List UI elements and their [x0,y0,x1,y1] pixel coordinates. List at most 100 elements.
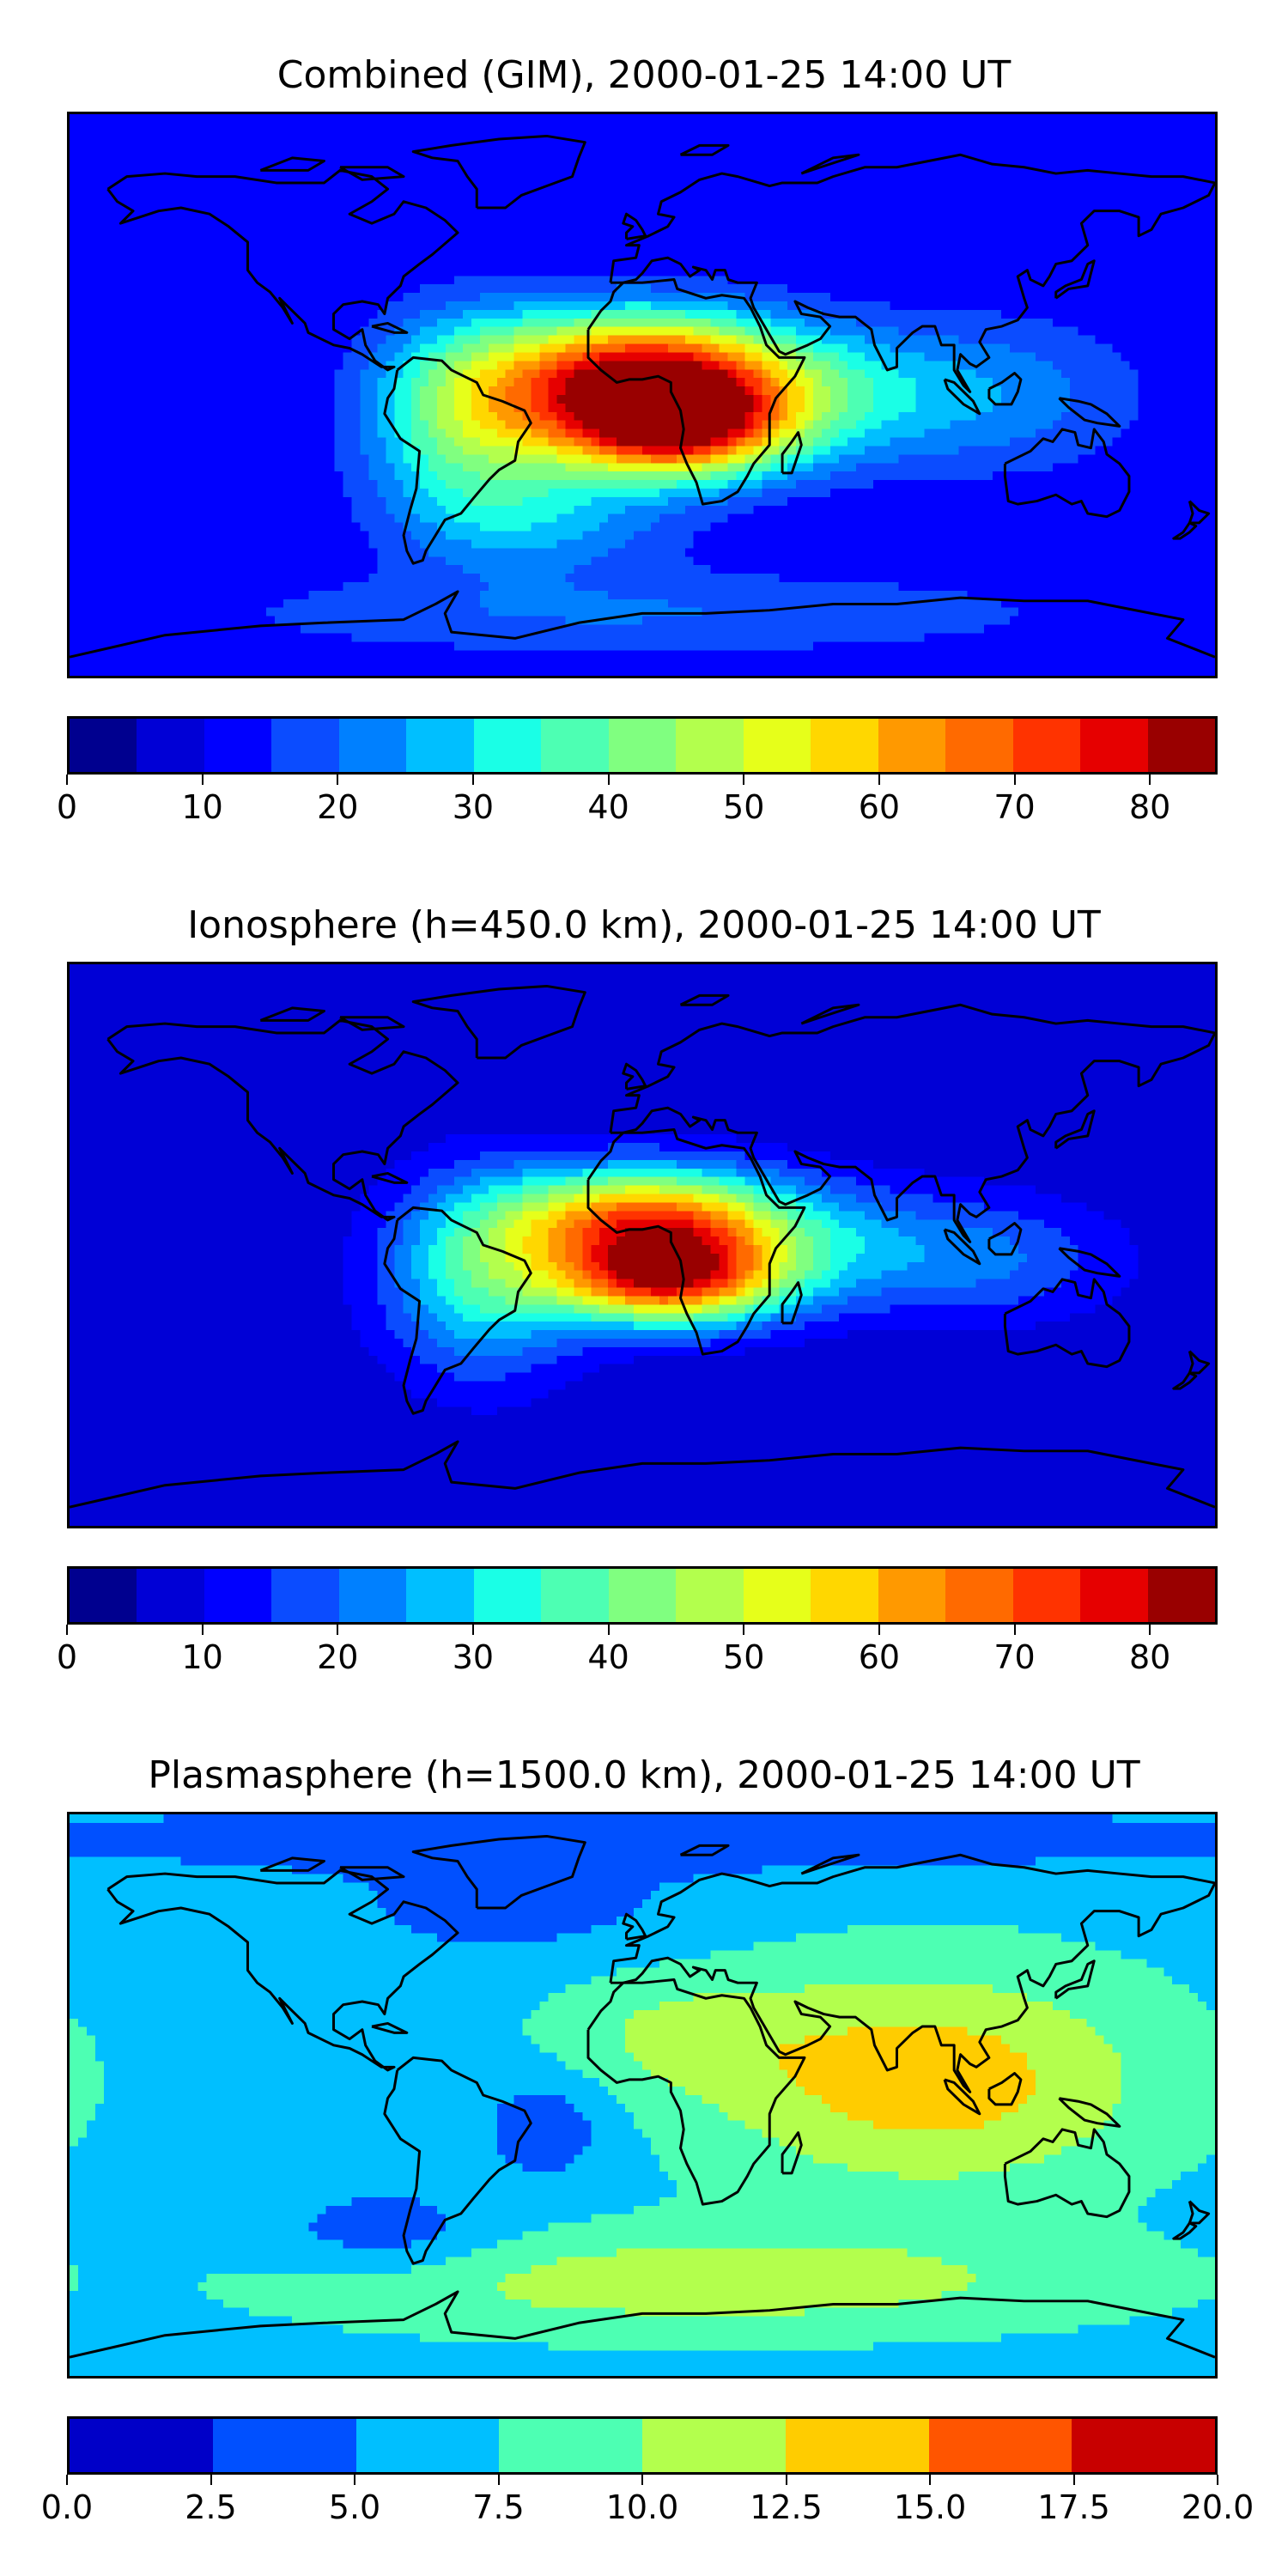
coastline [383,1206,532,1415]
world-map [67,1812,1218,2379]
coastline [987,1222,1023,1256]
coastline [383,2056,532,2265]
colorbar-tick-label: 20 [317,1638,358,1676]
coastline [371,1171,409,1184]
coastline [679,993,730,1006]
coastline [586,278,806,506]
colorbar-tick-label: 20 [317,788,358,826]
colorbar-segment [271,719,339,772]
coastline [781,1281,803,1325]
colorbar-tick-label: 2.5 [185,2488,236,2526]
colorbar-segment [70,2419,213,2472]
colorbar-tick-label: 70 [993,788,1035,826]
tec-map-svg [70,964,1215,1526]
colorbar-segment [676,719,744,772]
colorbar [67,2416,1218,2475]
colorbar-tick-label: 5.0 [329,2488,380,2526]
coastlines [70,1834,1215,2359]
colorbar-segment [1080,719,1148,772]
coastline [800,1003,860,1025]
colorbar-segment [70,1569,137,1622]
coastline [371,2021,409,2034]
colorbar-tick-label: 80 [1129,788,1170,826]
coastline [70,590,1215,659]
coastline [943,1228,981,1266]
tec-field [70,964,1215,1526]
colorbar-segment [473,1569,542,1622]
colorbar-segment [785,2419,929,2472]
coastline [339,1866,405,1881]
coastline [987,372,1023,406]
colorbar-segment [541,719,609,772]
coastline [411,1834,586,1910]
colorbar-segment [204,719,272,772]
coastline [1172,521,1198,540]
coastline [1003,2128,1131,2219]
colorbar-tick-label: 40 [587,1638,629,1676]
coastline [622,1912,647,1941]
colorbar-segment [743,1569,811,1622]
colorbar-segment [1072,2419,1215,2472]
coastline [106,1868,459,2072]
coastline [609,1003,1215,1243]
coastline [943,2078,981,2116]
coastline [70,1440,1215,1509]
coastline [1003,428,1131,519]
colorbar-segment [70,719,137,772]
coastline [339,1016,405,1031]
colorbar-segment [1012,1569,1081,1622]
colorbar-segment [406,719,474,772]
colorbar-segment [406,1569,474,1622]
colorbar-tick-label: 60 [859,788,900,826]
coastline [339,166,405,181]
colorbar-tick-label: 30 [453,1638,494,1676]
colorbar-tick-label: 15.0 [894,2488,967,2526]
panel-title: Ionosphere (h=450.0 km), 2000-01-25 14:0… [0,903,1288,948]
colorbar-tick-label: 50 [723,788,764,826]
colorbar-tick-label: 40 [587,788,629,826]
coastline [622,1062,647,1091]
coastline [1003,1278,1131,1369]
coastline [106,168,459,372]
colorbar-tick-label: 10.0 [606,2488,679,2526]
colorbar-segment [204,1569,272,1622]
coastline [609,153,1215,393]
coastline [586,1978,806,2206]
tec-field [70,114,1215,676]
colorbar-segment [1012,719,1081,772]
colorbar-tick-label: 50 [723,1638,764,1676]
colorbar-tick-label: 80 [1129,1638,1170,1676]
colorbar-segment [608,1569,677,1622]
coastline [1054,259,1096,300]
colorbar-segment [928,2419,1072,2472]
colorbar-segment [642,2419,786,2472]
colorbar-tick-label: 10 [181,1638,222,1676]
colorbar-segment [1147,719,1215,772]
colorbar-tick-label: 17.5 [1037,2488,1110,2526]
coastline [679,143,730,156]
colorbar-segment [499,2419,642,2472]
colorbar-segment [878,1569,946,1622]
coastline [781,431,803,475]
colorbar-tick-label: 0 [57,788,77,826]
colorbar-tick-label: 30 [453,788,494,826]
colorbar-tick-label: 12.5 [750,2488,823,2526]
panel-title: Plasmasphere (h=1500.0 km), 2000-01-25 1… [0,1753,1288,1798]
coastlines [70,984,1215,1509]
coastline [411,984,586,1060]
colorbar-tick-label: 10 [181,788,222,826]
tec-map-svg [70,114,1215,676]
colorbar-segment [1147,1569,1215,1622]
coastline [987,2072,1023,2106]
colorbar-segment [271,1569,339,1622]
colorbar-segment [473,719,542,772]
coastline [259,156,325,172]
colorbar-segment [355,2419,500,2472]
coastline [106,1018,459,1222]
colorbar-segment [945,1569,1013,1622]
coastline [70,2290,1215,2359]
coastline [1172,1371,1198,1390]
coastline [800,1853,860,1875]
tec-field [70,1814,1215,2376]
colorbar-segment [137,1569,204,1622]
